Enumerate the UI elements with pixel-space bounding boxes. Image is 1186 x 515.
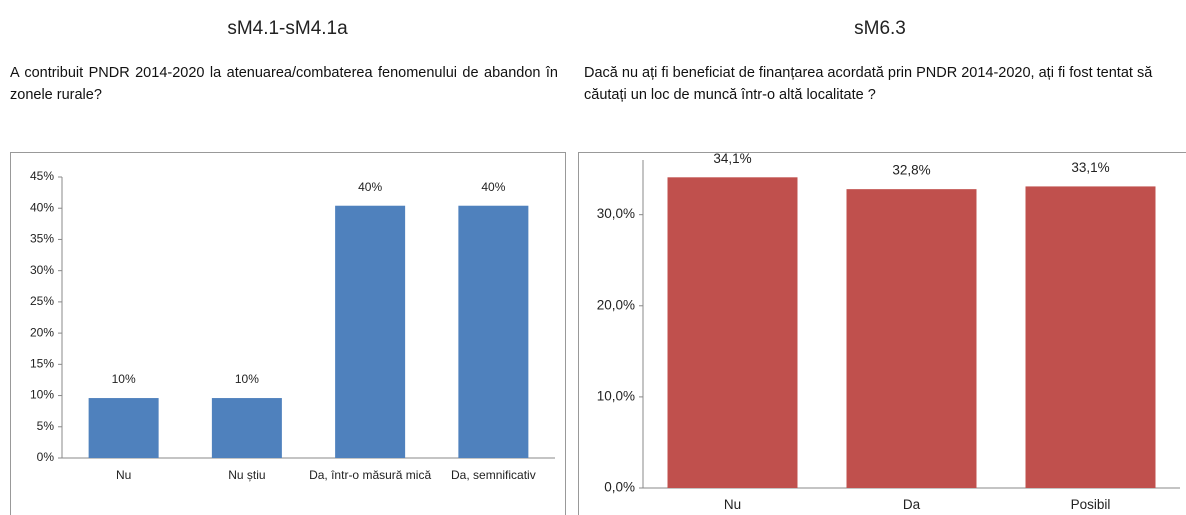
x-tick-label: Da, semnificativ [451,468,536,482]
bar [667,177,798,489]
x-tick-label: Posibil [1070,498,1111,512]
data-label: 32,8% [892,163,930,178]
bar [846,189,977,488]
question: Dacă nu ați fi beneficiat de finanțarea … [584,65,1153,103]
x-tick-label: Nu [115,468,132,482]
y-tick-label: 5% [37,419,55,433]
x-tick-label-box: Posibil [1070,498,1111,512]
y-tick-label: 35% [30,232,54,246]
y-tick-label: 40% [30,200,54,214]
y-tick-label: 45% [30,169,54,183]
bar [458,205,529,458]
y-tick-label: 20% [30,325,54,339]
x-tick-label-box: Nu [115,468,132,482]
bar [88,398,159,458]
y-tick-label: 0,0% [604,480,635,495]
y-tick-label: 30,0% [597,206,635,221]
y-tick-label: 25% [30,294,54,308]
data-label: 40% [358,180,382,194]
y-tick-label: 0% [37,450,55,464]
bar [211,398,282,458]
x-tick-label-box: Da, într-o măsură mică [309,468,432,482]
y-tick-label: 30% [30,263,54,277]
x-tick-label: Da [902,498,921,512]
data-label: 33,1% [1071,160,1109,175]
y-tick-label: 15% [30,357,54,371]
chart-title: sM6.3 [854,18,906,39]
bar [1025,186,1156,488]
x-tick-label: Nu [723,498,742,512]
x-tick-label-box: Da [902,498,921,512]
question: A contribuit PNDR 2014-2020 la atenuarea… [10,65,558,103]
y-tick-label: 10% [30,388,54,402]
x-tick-label-box: Da, semnificativ [451,468,536,482]
y-tick-label: 20,0% [597,297,635,312]
chart-title: sM4.1-sM4.1a [227,18,348,39]
data-label: 40% [481,180,505,194]
y-tick-label: 10,0% [597,388,635,403]
x-tick-label: Da, într-o măsură mică [309,468,432,482]
data-label: 10% [112,372,136,386]
x-tick-label-box: Nu [723,498,742,512]
x-tick-label-box: Nu știu [228,468,266,482]
x-tick-label: Nu știu [228,468,266,482]
chart-frame [578,152,1186,515]
data-label: 10% [235,372,259,386]
bar [335,205,406,458]
data-label: 34,1% [713,151,751,166]
chart-frame [10,152,566,515]
